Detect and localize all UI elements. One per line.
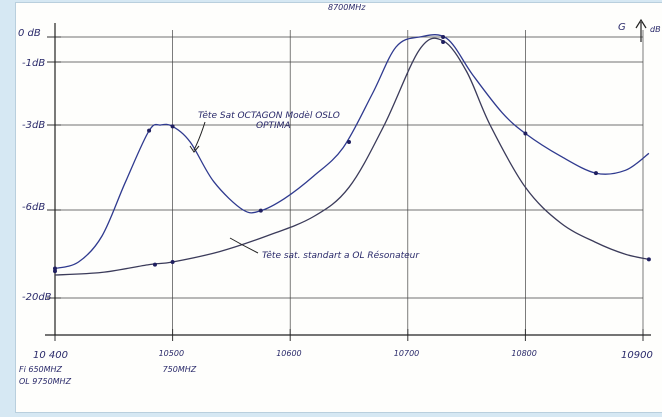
series-label-2: Tête sat. standart a OL Résonateur — [262, 250, 420, 261]
series-point-1 — [258, 208, 263, 213]
x-tick-label: 10600 — [276, 349, 301, 358]
series-leader-2 — [229, 237, 259, 254]
series-point-2 — [53, 269, 57, 274]
x-note: 750MHZ — [163, 365, 197, 374]
series-line-1 — [54, 34, 650, 270]
series-point-2 — [170, 260, 175, 264]
series-line-2 — [54, 37, 650, 276]
series-label-1b: OPTIMA — [256, 121, 291, 131]
y-tick-label: 0 dB — [18, 28, 41, 39]
x-note: Fi 650MHZ — [19, 365, 63, 374]
series-point-2 — [152, 262, 157, 267]
gain-arrow-head — [635, 18, 647, 29]
top-note: 8700MHz — [328, 3, 366, 12]
series-point-1 — [523, 131, 528, 136]
series-point-1 — [441, 35, 446, 39]
series-point-1 — [170, 124, 175, 129]
y-tick-label: -3dB — [22, 120, 45, 131]
series-point-1 — [347, 140, 351, 144]
x-tick-label: 10700 — [394, 349, 419, 358]
scanned-paper — [16, 3, 662, 412]
y-tick-label: -1dB — [22, 58, 45, 69]
x-note: OL 9750MHZ — [19, 377, 72, 386]
corner-label: G — [618, 22, 626, 33]
y-tick-label: -6dB — [22, 202, 45, 213]
series-point-1 — [593, 171, 598, 176]
series-point-2 — [646, 257, 651, 262]
x-tick-label: 10 400 — [33, 350, 68, 361]
x-tick-label: 10900 — [621, 350, 653, 361]
series-point-2 — [441, 40, 446, 44]
y-tick-label: -20dB — [22, 292, 52, 303]
series-label-1: Tête Sat OCTAGON Modèl OSLO — [198, 110, 340, 121]
x-tick-label: 10800 — [511, 349, 536, 358]
corner-unit: dB — [650, 25, 661, 34]
series-leader-1 — [193, 121, 206, 151]
x-tick-label: 10500 — [159, 349, 184, 358]
series-leader-1-head — [189, 145, 200, 153]
series-point-1 — [147, 128, 152, 133]
